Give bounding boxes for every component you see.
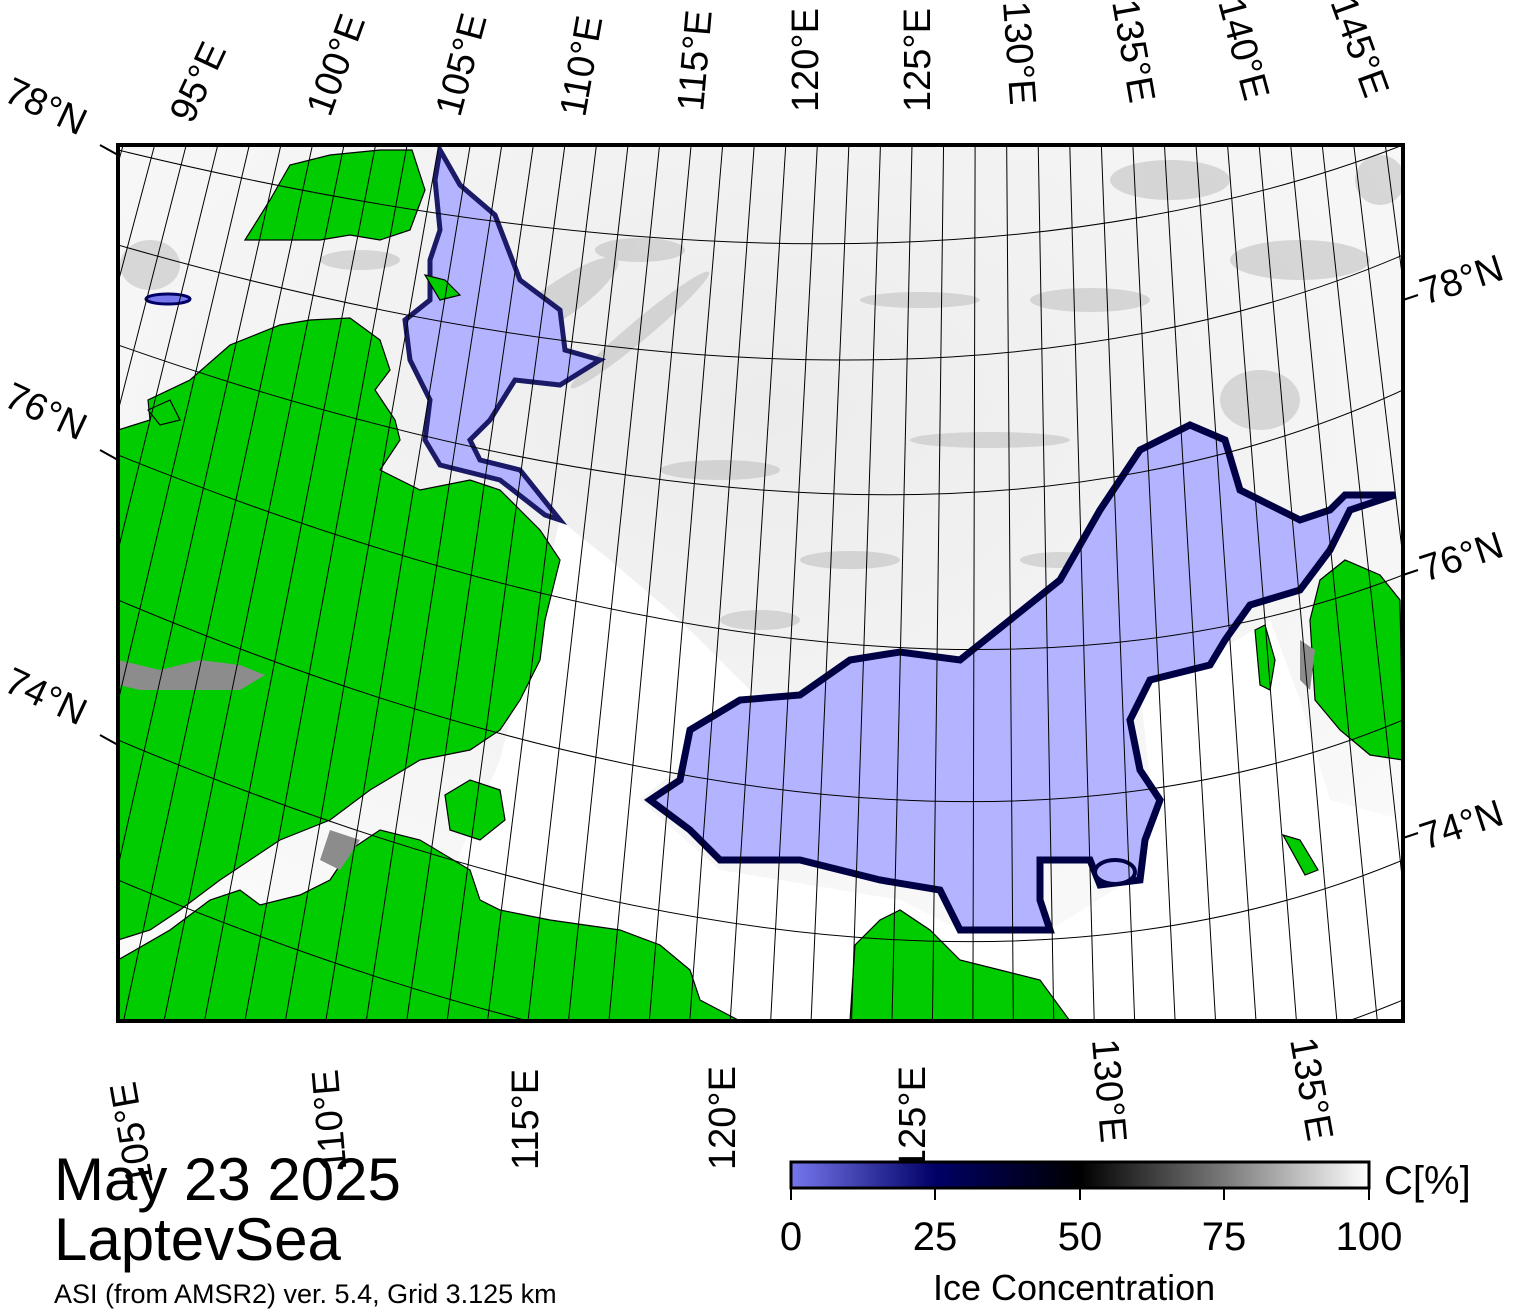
left-lat-label: 76°N — [0, 375, 93, 449]
right-lat-label: 78°N — [1415, 247, 1509, 313]
meridian-line — [1163, 145, 1217, 1021]
meridian-line — [244, 145, 408, 1021]
meridian-line — [608, 145, 692, 1021]
meridian-line — [972, 145, 976, 1021]
top-lon-label: 110°E — [553, 13, 612, 120]
bottom-lon-label: 130°E — [1083, 1037, 1134, 1144]
stolbovoy-island — [1254, 624, 1276, 691]
meridian-line — [1353, 145, 1403, 563]
top-lon-label: 105°E — [428, 9, 495, 120]
colorbar-tick-label: 75 — [1201, 1215, 1247, 1259]
meridian-line — [163, 145, 345, 1021]
meridian-line — [365, 145, 503, 1021]
top-lon-labels: 95°E 100°E 105°E 110°E 115°E 120°E 125°E… — [162, 0, 1396, 129]
top-lon-label: 95°E — [162, 36, 235, 129]
meridian-line — [648, 145, 724, 1021]
meridian-line — [325, 145, 471, 1021]
top-lon-label: 120°E — [785, 8, 827, 112]
legend-title: Ice Concentration — [933, 1267, 1216, 1308]
small-polynya — [144, 292, 192, 306]
map-date: May 23 2025 — [54, 1146, 401, 1213]
meridian-lines — [0, 145, 1403, 1021]
meridian-line — [527, 145, 629, 1021]
top-lon-label: 145°E — [1322, 0, 1397, 103]
meridian-line — [284, 145, 440, 1021]
meridian-line — [729, 145, 787, 1021]
parallel-lines — [118, 145, 1403, 1021]
island-small-1 — [423, 274, 462, 301]
meridian-line — [1037, 145, 1055, 1021]
meridian-line — [0, 145, 60, 1021]
meridian-line — [1195, 145, 1257, 1021]
legend-unit: C[%] — [1384, 1159, 1471, 1203]
bottom-lon-label: 125°E — [892, 1066, 934, 1170]
region-name: LaptevSea — [54, 1206, 341, 1273]
data-source: ASI (from AMSR2) ver. 5.4, Grid 3.125 km — [54, 1279, 557, 1309]
bottom-lon-labels: 105°E 110°E 115°E 120°E 125°E 130°E 135°… — [103, 1034, 1341, 1188]
bottom-lon-label: 135°E — [1281, 1034, 1340, 1144]
colorbar-tick-label: 100 — [1335, 1215, 1403, 1259]
meridian-line — [567, 145, 661, 1021]
map-canvas — [0, 145, 1403, 1021]
meridian-line — [810, 145, 850, 1021]
top-lon-label: 125°E — [897, 8, 939, 112]
meridian-line — [118, 145, 124, 166]
meridian-line — [851, 145, 881, 1021]
meridian-line — [118, 145, 187, 414]
tick-marks — [99, 144, 1419, 839]
meridian-line — [118, 145, 282, 869]
meridian-line — [1069, 145, 1095, 1021]
right-lat-labels: 78°N 76°N 74°N — [1415, 247, 1509, 858]
colorbar-tick-label: 50 — [1057, 1215, 1103, 1259]
right-lat-label: 76°N — [1415, 524, 1509, 590]
colorbar-tick-label: 25 — [912, 1215, 958, 1259]
meridian-line — [123, 145, 313, 1021]
meridian-line — [1100, 145, 1136, 1021]
colorbar-tick-label: 0 — [779, 1215, 803, 1259]
top-lon-label: 100°E — [299, 9, 374, 121]
left-lat-label: 74°N — [0, 660, 93, 734]
severnaya-zemlya — [243, 149, 426, 241]
top-lon-label: 130°E — [994, 0, 1043, 106]
meridian-line — [118, 145, 219, 553]
bottom-lon-label: 115°E — [505, 1069, 547, 1170]
belkovsky-island — [1281, 834, 1319, 876]
colorbar — [789, 1160, 1371, 1190]
meridian-line — [406, 145, 534, 1021]
island-small-2 — [147, 399, 181, 426]
open-water-coastal — [420, 520, 1403, 1021]
meridian-line — [891, 145, 913, 1021]
meridian-line — [1258, 145, 1338, 1021]
top-lon-label: 115°E — [670, 8, 721, 112]
top-lon-label: 135°E — [1103, 0, 1162, 106]
meridian-line — [689, 145, 755, 1021]
meridian-line — [118, 145, 250, 704]
meridian-line — [0, 145, 92, 1021]
meridian-line — [203, 145, 377, 1021]
meridian-line — [1290, 145, 1378, 1021]
meridian-line — [1132, 145, 1176, 1021]
lena-delta — [849, 909, 1071, 1021]
bottom-lon-label: 110°E — [305, 1068, 356, 1172]
bottom-lon-label: 120°E — [702, 1066, 744, 1170]
colorbar-ticks — [790, 1188, 1370, 1200]
left-lat-labels: 78°N 76°N 74°N — [0, 70, 93, 734]
small-polynya-east — [1093, 858, 1137, 886]
meridian-line — [1006, 145, 1014, 1021]
map-frame — [116, 143, 1405, 1023]
top-lon-label: 140°E — [1209, 0, 1276, 105]
meridian-line — [1227, 145, 1297, 1021]
siberian-mainland — [118, 829, 741, 1021]
meridian-line — [931, 145, 945, 1021]
right-lat-label: 74°N — [1415, 792, 1509, 858]
meridian-line — [770, 145, 818, 1021]
left-lat-label: 78°N — [0, 70, 93, 144]
polynya-laptev — [643, 421, 1397, 934]
meridian-line — [446, 145, 566, 1021]
